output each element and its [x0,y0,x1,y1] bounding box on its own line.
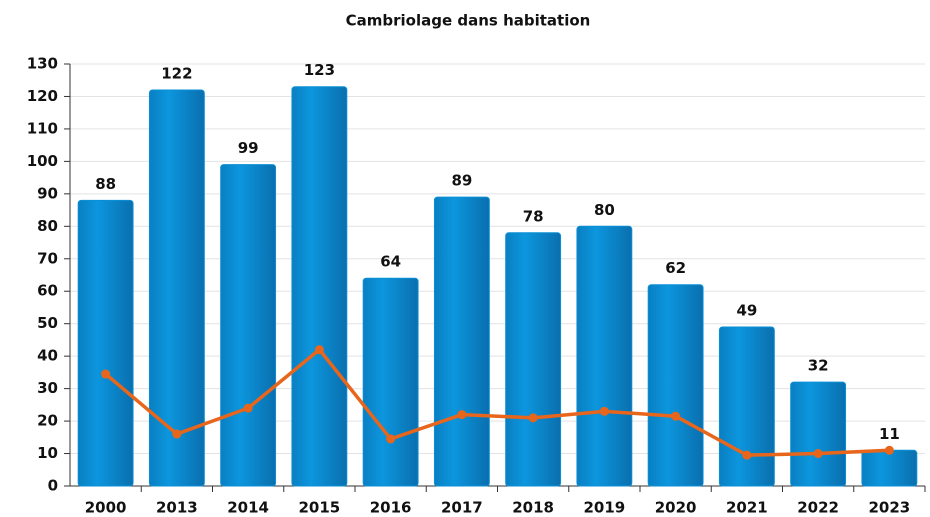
line-point [457,410,467,420]
data-label: 99 [238,139,259,157]
data-label: 78 [523,207,544,225]
line [104,347,890,457]
y-tick-label: 70 [37,249,58,267]
line-point [742,450,752,460]
bar [77,199,134,487]
line-point [101,369,111,379]
line-point [813,449,823,459]
bar [220,164,277,487]
data-label: 89 [451,172,472,190]
y-tick-label: 100 [27,152,58,170]
x-tick-label: 2015 [299,499,341,517]
bar [861,449,918,487]
x-tick-label: 2016 [370,499,412,517]
y-tick-label: 90 [37,184,58,202]
x-tick-label: 2013 [156,499,198,517]
data-label: 32 [808,357,829,375]
data-label: 64 [380,253,401,271]
data-label: 122 [161,64,192,82]
y-tick-label: 20 [37,412,58,430]
line-point [599,406,609,416]
data-label: 62 [665,259,686,277]
data-label: 11 [879,425,900,443]
y-tick-label: 110 [27,119,58,137]
data-label: 88 [95,175,116,193]
data-label: 49 [736,301,757,319]
y-tick-label: 0 [48,477,58,495]
y-tick-label: 30 [37,379,58,397]
line-point [884,445,894,455]
x-tick-label: 2000 [85,499,127,517]
x-tick-label: 2018 [512,499,554,517]
x-tick-label: 2019 [584,499,626,517]
bar [505,232,562,487]
y-tick-label: 80 [37,217,58,235]
bar [433,196,490,487]
x-tick-label: 2021 [726,499,768,517]
x-tick-label: 2020 [655,499,697,517]
line-point [386,434,396,444]
x-tick-label: 2022 [797,499,839,517]
y-tick-label: 40 [37,347,58,365]
chart-title: Cambriolage dans habitation [346,12,591,30]
bar [291,86,348,487]
line-point [243,403,253,413]
y-tick-label: 10 [37,444,58,462]
bar [718,326,775,487]
x-tick-label: 2014 [227,499,269,517]
bar [362,277,419,487]
bar [148,89,205,487]
line-point [528,413,538,423]
y-tick-label: 50 [37,314,58,332]
line-point [314,345,324,355]
bar [790,381,847,487]
y-tick-label: 60 [37,282,58,300]
y-tick-label: 120 [27,87,58,105]
bar [647,284,704,487]
y-tick-label: 130 [27,55,58,73]
x-tick-label: 2017 [441,499,483,517]
data-label: 123 [304,61,335,79]
line-point [172,429,182,439]
bar [576,225,633,487]
data-label: 80 [594,201,615,219]
x-tick-label: 2023 [869,499,911,517]
line-point [671,411,681,421]
